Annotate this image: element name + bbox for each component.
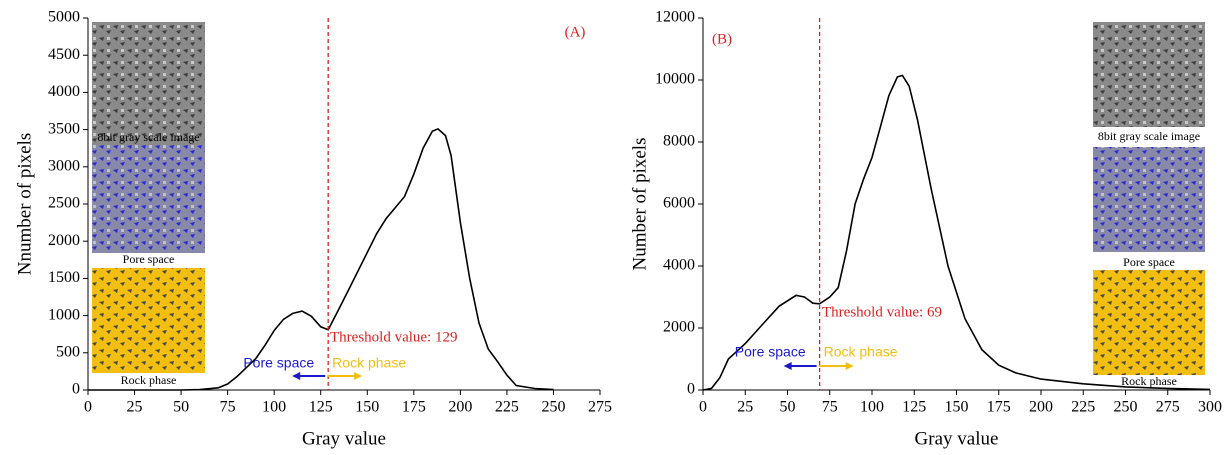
x-tick-label: 100: [262, 399, 286, 416]
rock-arrow-head: [845, 362, 854, 370]
pore-label: Pore space: [735, 344, 806, 360]
x-tick-label: 200: [448, 399, 472, 416]
x-tick-label: 300: [1198, 399, 1222, 416]
y-tick-label: 0: [687, 381, 695, 398]
y-tick-label: 10000: [655, 71, 695, 88]
x-tick-label: 50: [173, 399, 189, 416]
x-tick-label: 125: [902, 399, 926, 416]
x-tick-label: 225: [1071, 399, 1095, 416]
y-tick-label: 2000: [663, 319, 695, 336]
x-tick-label: 150: [355, 399, 379, 416]
y-tick-label: 2000: [48, 232, 80, 249]
y-tick-label: 1000: [48, 306, 80, 323]
x-tick-label: 275: [1156, 399, 1180, 416]
x-tick-label: 125: [309, 399, 333, 416]
y-tick-label: 3500: [48, 120, 80, 137]
inset-label: 8bit gray scale image: [97, 130, 199, 144]
y-tick-label: 5000: [48, 9, 80, 26]
x-tick-label: 50: [780, 399, 796, 416]
y-tick-label: 2500: [48, 195, 80, 212]
x-tick-label: 200: [1029, 399, 1053, 416]
y-tick-label: 1500: [48, 269, 80, 286]
panel-label: (B): [712, 31, 732, 47]
inset-label: Pore space: [123, 252, 175, 266]
rock-label: Rock phase: [824, 344, 898, 360]
y-axis-title: Number of pixels: [629, 138, 650, 271]
inset-image: [1093, 147, 1205, 252]
pore-label: Pore space: [243, 355, 314, 371]
inset-image: [1093, 270, 1205, 375]
y-tick-label: 6000: [663, 195, 695, 212]
inset-label: Rock phase: [1121, 374, 1177, 388]
x-tick-label: 75: [822, 399, 838, 416]
pore-arrow-head: [292, 372, 301, 380]
x-tick-label: 0: [699, 399, 707, 416]
y-tick-label: 4000: [48, 83, 80, 100]
pore-arrow-head: [783, 362, 792, 370]
y-tick-label: 3000: [48, 157, 80, 174]
x-tick-label: 250: [541, 399, 565, 416]
x-axis-title: Gray value: [915, 428, 999, 449]
inset-image: [92, 268, 205, 373]
x-tick-label: 75: [220, 399, 236, 416]
y-tick-label: 4500: [48, 46, 80, 63]
rock-arrow-head: [354, 372, 363, 380]
x-tick-label: 250: [1114, 399, 1138, 416]
inset-image: [1093, 22, 1205, 127]
x-tick-label: 225: [495, 399, 519, 416]
inset-label: 8bit gray scale image: [1098, 129, 1200, 143]
y-tick-label: 8000: [663, 133, 695, 150]
line: [702, 74, 1211, 391]
x-tick-label: 25: [737, 399, 753, 416]
x-tick-label: 275: [588, 399, 612, 416]
y-tick-label: 500: [56, 343, 80, 360]
inset-image: [92, 22, 205, 145]
x-tick-label: 175: [402, 399, 426, 416]
x-tick-label: 100: [860, 399, 884, 416]
x-tick-label: 0: [84, 399, 92, 416]
threshold-label: Threshold value: 129: [330, 329, 457, 345]
x-tick-label: 175: [987, 399, 1011, 416]
inset-label: Rock phase: [121, 373, 177, 387]
y-axis-title: Nnumber of pixels: [14, 133, 35, 275]
threshold-label: Threshold value: 69: [822, 304, 942, 320]
x-axis-title: Gray value: [302, 428, 386, 449]
inset-image: [92, 145, 205, 253]
y-tick-label: 4000: [663, 257, 695, 274]
panel-label: (A): [565, 24, 586, 40]
x-tick-label: 150: [945, 399, 969, 416]
inset-label: Pore space: [1123, 255, 1175, 269]
x-tick-label: 25: [127, 399, 143, 416]
y-tick-label: 12000: [655, 9, 695, 26]
line: [88, 127, 554, 391]
y-tick-label: 0: [72, 381, 80, 398]
rock-label: Rock phase: [332, 355, 406, 371]
